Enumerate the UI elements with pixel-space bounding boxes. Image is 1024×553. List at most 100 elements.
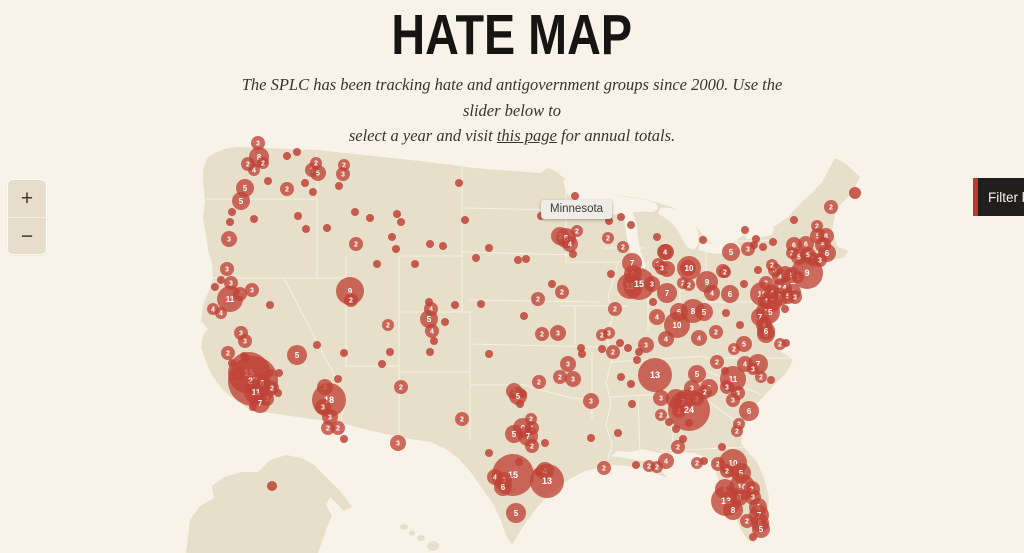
map-marker-dot[interactable]: [275, 369, 283, 377]
map-marker-cluster[interactable]: [691, 457, 703, 469]
map-marker-cluster[interactable]: [683, 279, 695, 291]
map-marker-dot[interactable]: [211, 283, 219, 291]
map-marker-dot[interactable]: [627, 380, 635, 388]
map-marker-dot[interactable]: [430, 337, 438, 345]
map-marker-dot[interactable]: [515, 458, 523, 466]
map-marker-cluster[interactable]: [736, 336, 752, 352]
map-marker-cluster[interactable]: [606, 345, 620, 359]
map-marker-dot[interactable]: [571, 192, 579, 200]
map-marker-cluster[interactable]: [720, 380, 734, 394]
map-marker-cluster[interactable]: [494, 478, 512, 496]
map-marker-dot[interactable]: [461, 216, 469, 224]
map-marker-dot[interactable]: [685, 419, 693, 427]
map-marker-dot[interactable]: [516, 400, 524, 408]
map-marker-cluster[interactable]: [562, 236, 578, 252]
map-marker-cluster[interactable]: [608, 302, 622, 316]
map-marker-dot[interactable]: [849, 187, 861, 199]
map-marker-cluster[interactable]: [721, 285, 739, 303]
map-marker-dot[interactable]: [522, 255, 530, 263]
map-marker-dot[interactable]: [718, 443, 726, 451]
map-marker-dot[interactable]: [736, 321, 744, 329]
map-marker-dot[interactable]: [335, 182, 343, 190]
map-marker-dot[interactable]: [699, 236, 707, 244]
map-marker-cluster[interactable]: [560, 356, 576, 372]
map-marker-cluster[interactable]: [668, 389, 710, 431]
map-marker-cluster[interactable]: [709, 325, 723, 339]
map-marker-cluster[interactable]: [723, 500, 743, 520]
map-marker-cluster[interactable]: [788, 290, 802, 304]
map-marker-cluster[interactable]: [531, 292, 545, 306]
hawaii-shape[interactable]: [400, 524, 439, 551]
map-marker-dot[interactable]: [616, 339, 624, 347]
map-marker-cluster[interactable]: [455, 412, 469, 426]
map-marker-dot[interactable]: [451, 301, 459, 309]
map-marker-dot[interactable]: [274, 389, 282, 397]
map-marker-cluster[interactable]: [684, 380, 700, 396]
map-marker-cluster[interactable]: [535, 327, 549, 341]
map-marker-cluster[interactable]: [649, 309, 665, 325]
map-marker-cluster[interactable]: [238, 334, 252, 348]
map-marker-cluster[interactable]: [221, 346, 235, 360]
map-marker-dot[interactable]: [587, 434, 595, 442]
map-marker-dot[interactable]: [397, 218, 405, 226]
map-marker-dot[interactable]: [334, 375, 342, 383]
map-marker-cluster[interactable]: [739, 401, 759, 421]
map-marker-dot[interactable]: [392, 245, 400, 253]
map-marker-cluster[interactable]: [731, 425, 743, 437]
map-marker-cluster[interactable]: [658, 453, 674, 469]
map-marker-dot[interactable]: [441, 318, 449, 326]
map-marker-dot[interactable]: [283, 152, 291, 160]
map-marker-dot[interactable]: [741, 226, 749, 234]
map-marker-cluster[interactable]: [677, 256, 701, 280]
map-marker-dot[interactable]: [781, 305, 789, 313]
map-marker-dot[interactable]: [393, 210, 401, 218]
map-marker-dot[interactable]: [266, 301, 274, 309]
map-marker-cluster[interactable]: [310, 165, 326, 181]
map-marker-cluster[interactable]: [710, 355, 724, 369]
map-marker-cluster[interactable]: [217, 286, 243, 312]
map-marker-cluster[interactable]: [220, 262, 234, 276]
zoom-in-button[interactable]: +: [8, 180, 46, 217]
map-marker-cluster[interactable]: [671, 440, 685, 454]
zoom-out-button[interactable]: −: [8, 217, 46, 254]
map-marker-dot[interactable]: [541, 439, 549, 447]
map-marker-dot[interactable]: [293, 148, 301, 156]
map-marker-cluster[interactable]: [530, 464, 564, 498]
map-marker-cluster[interactable]: [215, 307, 227, 319]
map-marker-dot[interactable]: [624, 344, 632, 352]
map-marker-cluster[interactable]: [704, 285, 720, 301]
map-marker-cluster[interactable]: [757, 322, 775, 340]
map-marker-dot[interactable]: [340, 435, 348, 443]
map-marker-dot[interactable]: [226, 218, 234, 226]
map-marker-cluster[interactable]: [695, 303, 713, 321]
map-marker-dot[interactable]: [672, 425, 680, 433]
map-marker-cluster[interactable]: [824, 200, 838, 214]
map-marker-cluster[interactable]: [248, 164, 260, 176]
map-marker-cluster[interactable]: [553, 370, 567, 384]
map-marker-cluster[interactable]: [571, 225, 583, 237]
map-marker-dot[interactable]: [485, 244, 493, 252]
map-marker-dot[interactable]: [752, 235, 760, 243]
map-marker-dot[interactable]: [627, 221, 635, 229]
map-marker-cluster[interactable]: [741, 242, 755, 256]
map-marker-cluster[interactable]: [425, 324, 439, 338]
map-marker-dot[interactable]: [250, 215, 258, 223]
map-marker-dot[interactable]: [485, 449, 493, 457]
map-marker-dot[interactable]: [514, 256, 522, 264]
map-marker-cluster[interactable]: [658, 331, 674, 347]
map-marker-dot[interactable]: [700, 457, 708, 465]
map-marker-dot[interactable]: [309, 188, 317, 196]
map-marker-cluster[interactable]: [532, 375, 546, 389]
map-marker-cluster[interactable]: [638, 358, 672, 392]
map-marker-cluster[interactable]: [747, 363, 759, 375]
map-marker-cluster[interactable]: [691, 330, 707, 346]
map-marker-cluster[interactable]: [390, 435, 406, 451]
filter-by-button[interactable]: Filter by: [973, 178, 1024, 216]
map-marker-cluster[interactable]: [791, 257, 823, 289]
map-marker-dot[interactable]: [534, 468, 542, 476]
map-marker-cluster[interactable]: [766, 259, 778, 271]
map-marker-cluster[interactable]: [597, 461, 611, 475]
map-marker-dot[interactable]: [767, 376, 775, 384]
map-marker-dot[interactable]: [790, 216, 798, 224]
map-marker-dot[interactable]: [351, 208, 359, 216]
